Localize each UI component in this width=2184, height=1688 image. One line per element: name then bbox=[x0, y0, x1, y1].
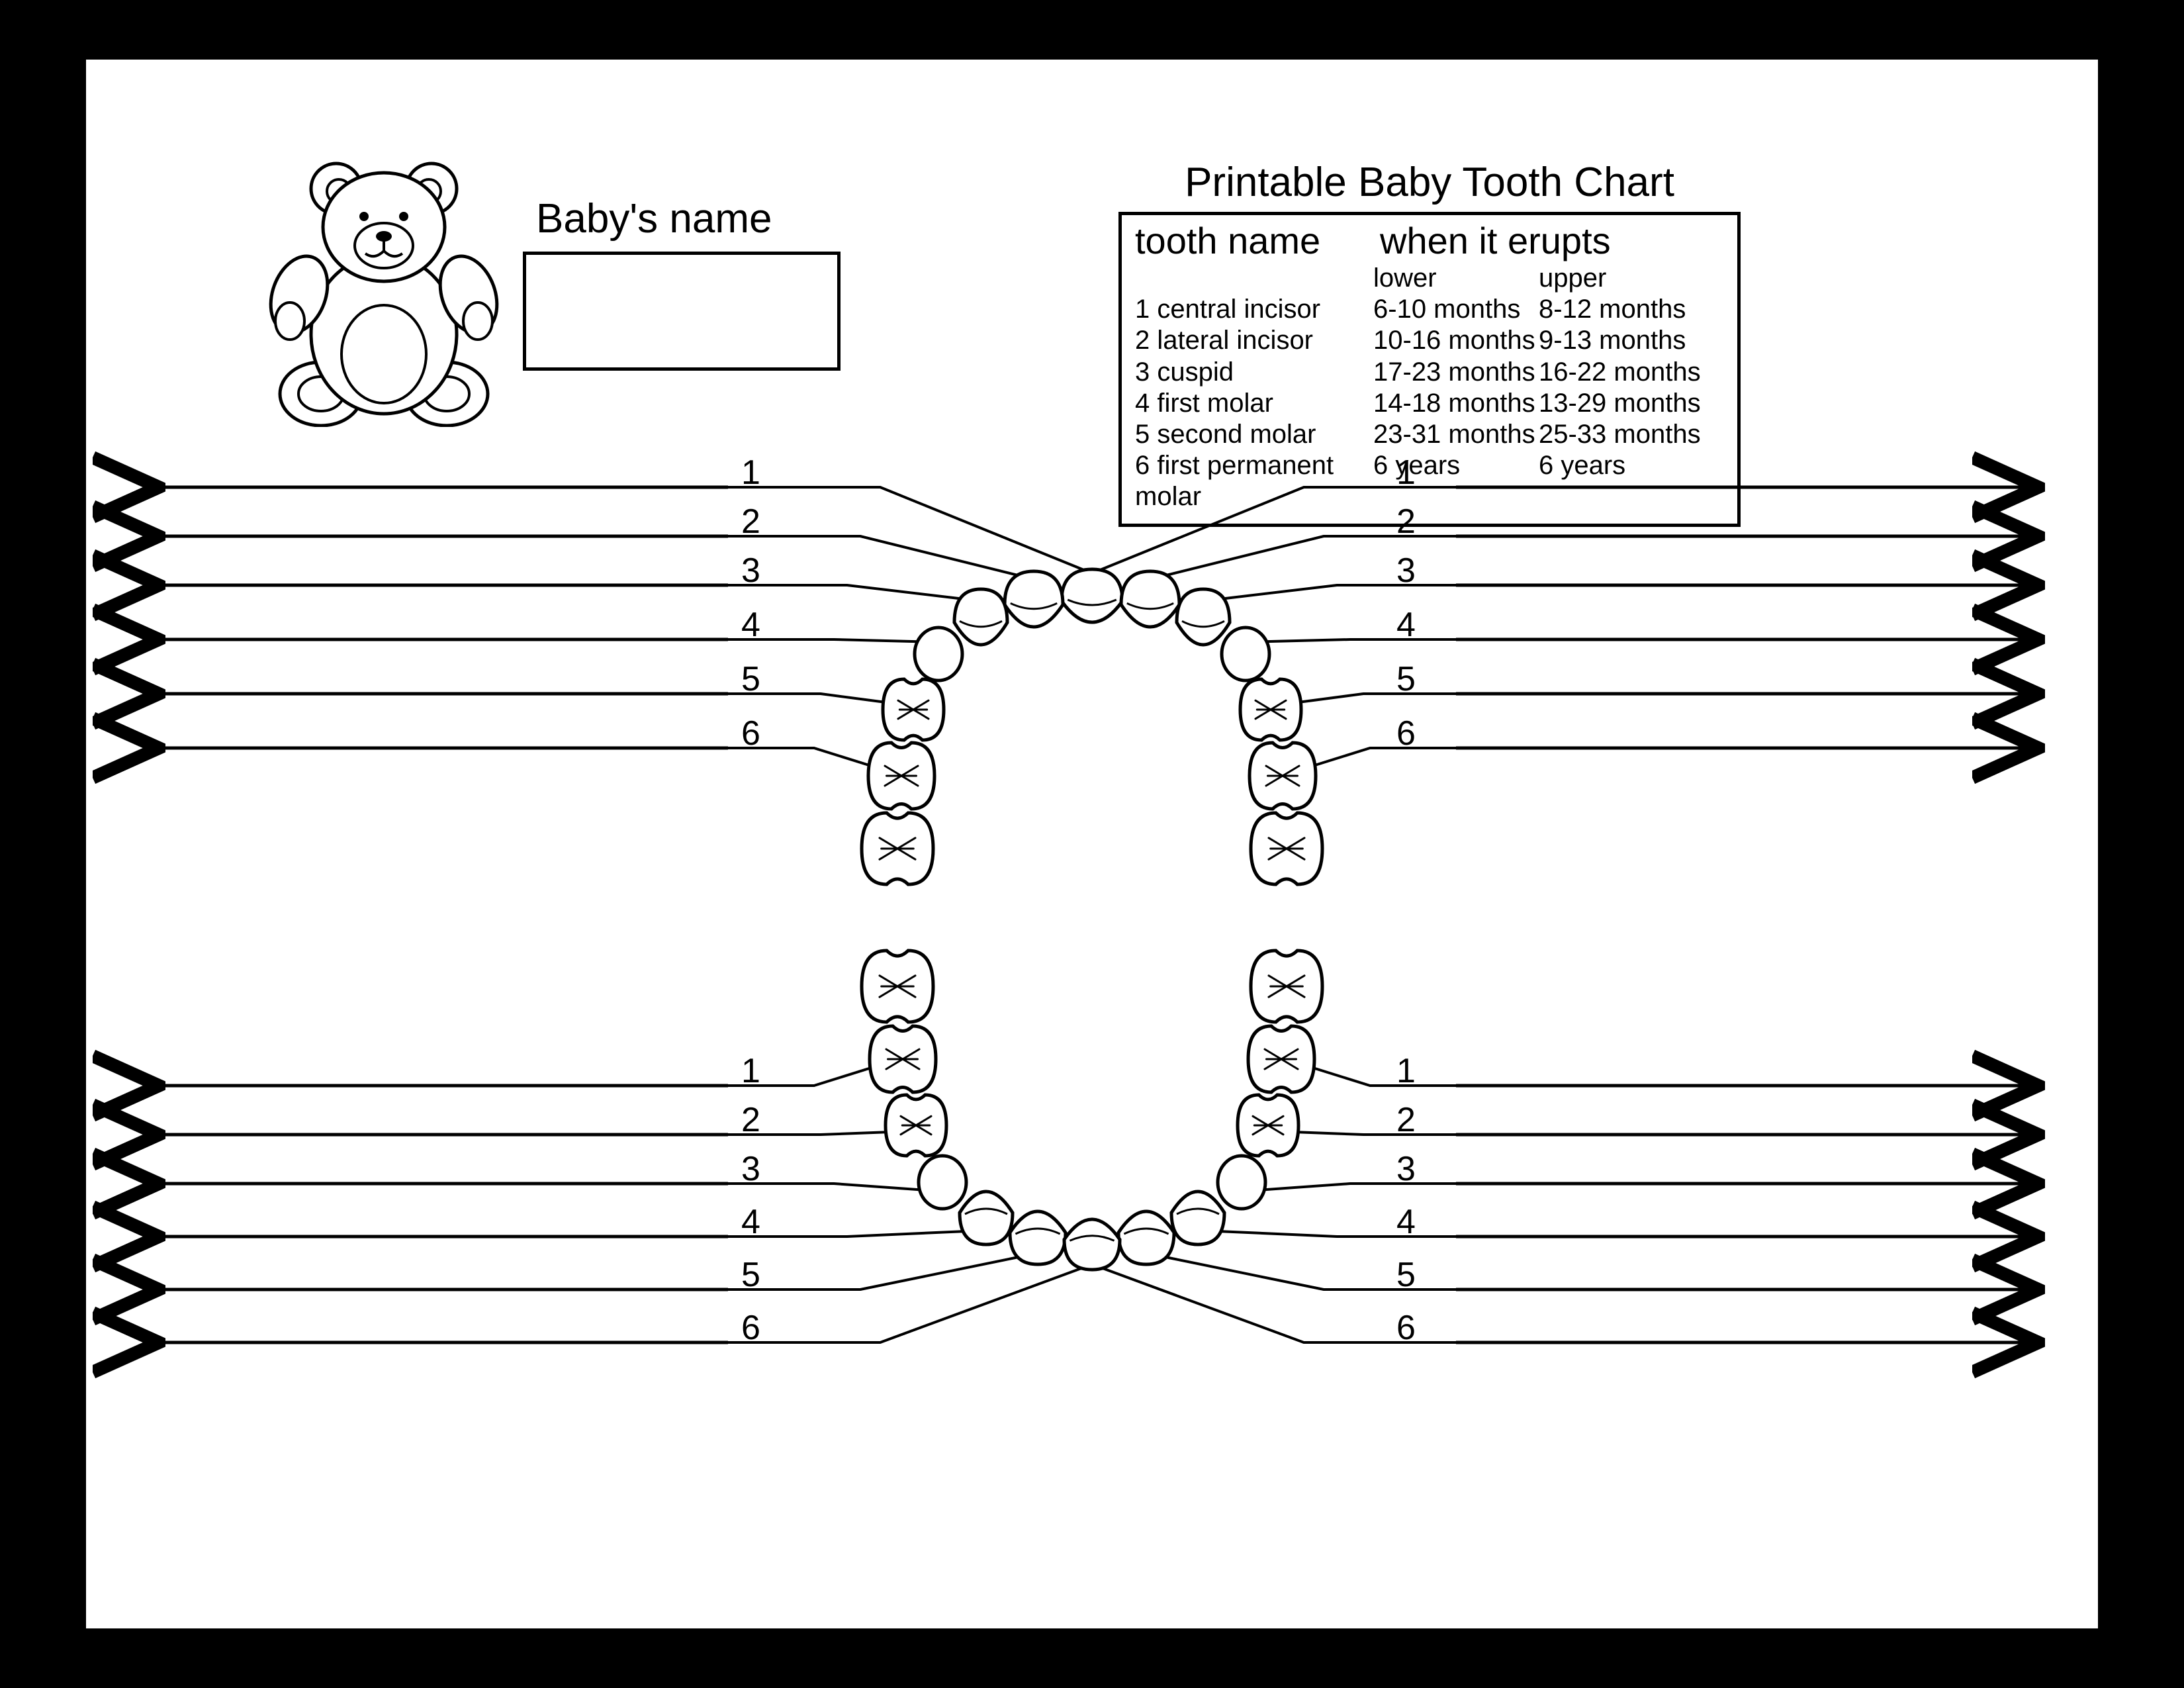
tooth-number-label: 4 bbox=[1396, 605, 1416, 645]
legend-row: 1 central incisor6-10 months8-12 months bbox=[1135, 294, 1724, 325]
tooth-number-label: 4 bbox=[741, 605, 760, 645]
legend-cell-upper: 9-13 months bbox=[1539, 325, 1704, 356]
legend-row: 3 cuspid17-23 months16-22 months bbox=[1135, 357, 1724, 388]
page: Baby's name Printable Baby Tooth Chart t… bbox=[86, 60, 2098, 1628]
tooth-diagram: 1 2 3 4 5 6 1 2 3 4 5 6 1 2 3 4 5 6 1 2 3 4 5 6 bbox=[86, 444, 2098, 1556]
legend-cell-lower: 6-10 months bbox=[1373, 294, 1539, 325]
tooth-number-label: 5 bbox=[741, 1255, 760, 1295]
tooth-number-label: 3 bbox=[741, 1149, 760, 1189]
tooth-number-label: 4 bbox=[741, 1202, 760, 1242]
tooth-number-label: 5 bbox=[1396, 659, 1416, 699]
legend-cell-upper: 16-22 months bbox=[1539, 357, 1704, 388]
tooth-number-label: 1 bbox=[741, 1051, 760, 1091]
tooth-number-label: 4 bbox=[1396, 1202, 1416, 1242]
legend-cell-name: 3 cuspid bbox=[1135, 357, 1373, 388]
legend-header-erupts: when it erupts bbox=[1380, 219, 1611, 263]
tooth-number-label: 6 bbox=[741, 714, 760, 753]
legend-cell-lower: 14-18 months bbox=[1373, 388, 1539, 419]
legend-cell-name: 4 first molar bbox=[1135, 388, 1373, 419]
tooth-number-label: 6 bbox=[741, 1308, 760, 1348]
legend-row: 2 lateral incisor10-16 months9-13 months bbox=[1135, 325, 1724, 356]
tooth-number-label: 1 bbox=[1396, 453, 1416, 492]
tooth-number-label: 1 bbox=[1396, 1051, 1416, 1091]
legend-cell-lower: 17-23 months bbox=[1373, 357, 1539, 388]
tooth-number-label: 2 bbox=[741, 1100, 760, 1140]
tooth-number-label: 5 bbox=[1396, 1255, 1416, 1295]
legend-sub-lower: lower bbox=[1373, 263, 1539, 294]
legend-cell-name: 1 central incisor bbox=[1135, 294, 1373, 325]
legend-cell-name: 2 lateral incisor bbox=[1135, 325, 1373, 356]
legend-row: 4 first molar14-18 months13-29 months bbox=[1135, 388, 1724, 419]
tooth-number-label: 1 bbox=[741, 453, 760, 492]
baby-name-label: Baby's name bbox=[536, 195, 772, 242]
tooth-number-label: 5 bbox=[741, 659, 760, 699]
tooth-number-label: 3 bbox=[741, 551, 760, 590]
legend-header-toothname: tooth name bbox=[1135, 219, 1380, 263]
chart-title: Printable Baby Tooth Chart bbox=[1125, 159, 1734, 206]
legend-cell-lower: 10-16 months bbox=[1373, 325, 1539, 356]
tooth-number-label: 3 bbox=[1396, 551, 1416, 590]
tooth-number-label: 2 bbox=[1396, 1100, 1416, 1140]
baby-name-input-box[interactable] bbox=[523, 252, 841, 371]
legend-cell-upper: 13-29 months bbox=[1539, 388, 1704, 419]
tooth-number-label: 3 bbox=[1396, 1149, 1416, 1189]
legend-cell-upper: 8-12 months bbox=[1539, 294, 1704, 325]
tooth-number-label: 2 bbox=[1396, 502, 1416, 541]
tooth-number-label: 2 bbox=[741, 502, 760, 541]
legend-sub-upper: upper bbox=[1539, 263, 1704, 294]
tooth-number-label: 6 bbox=[1396, 1308, 1416, 1348]
tooth-number-label: 6 bbox=[1396, 714, 1416, 753]
teddy-bear-icon bbox=[258, 156, 510, 427]
